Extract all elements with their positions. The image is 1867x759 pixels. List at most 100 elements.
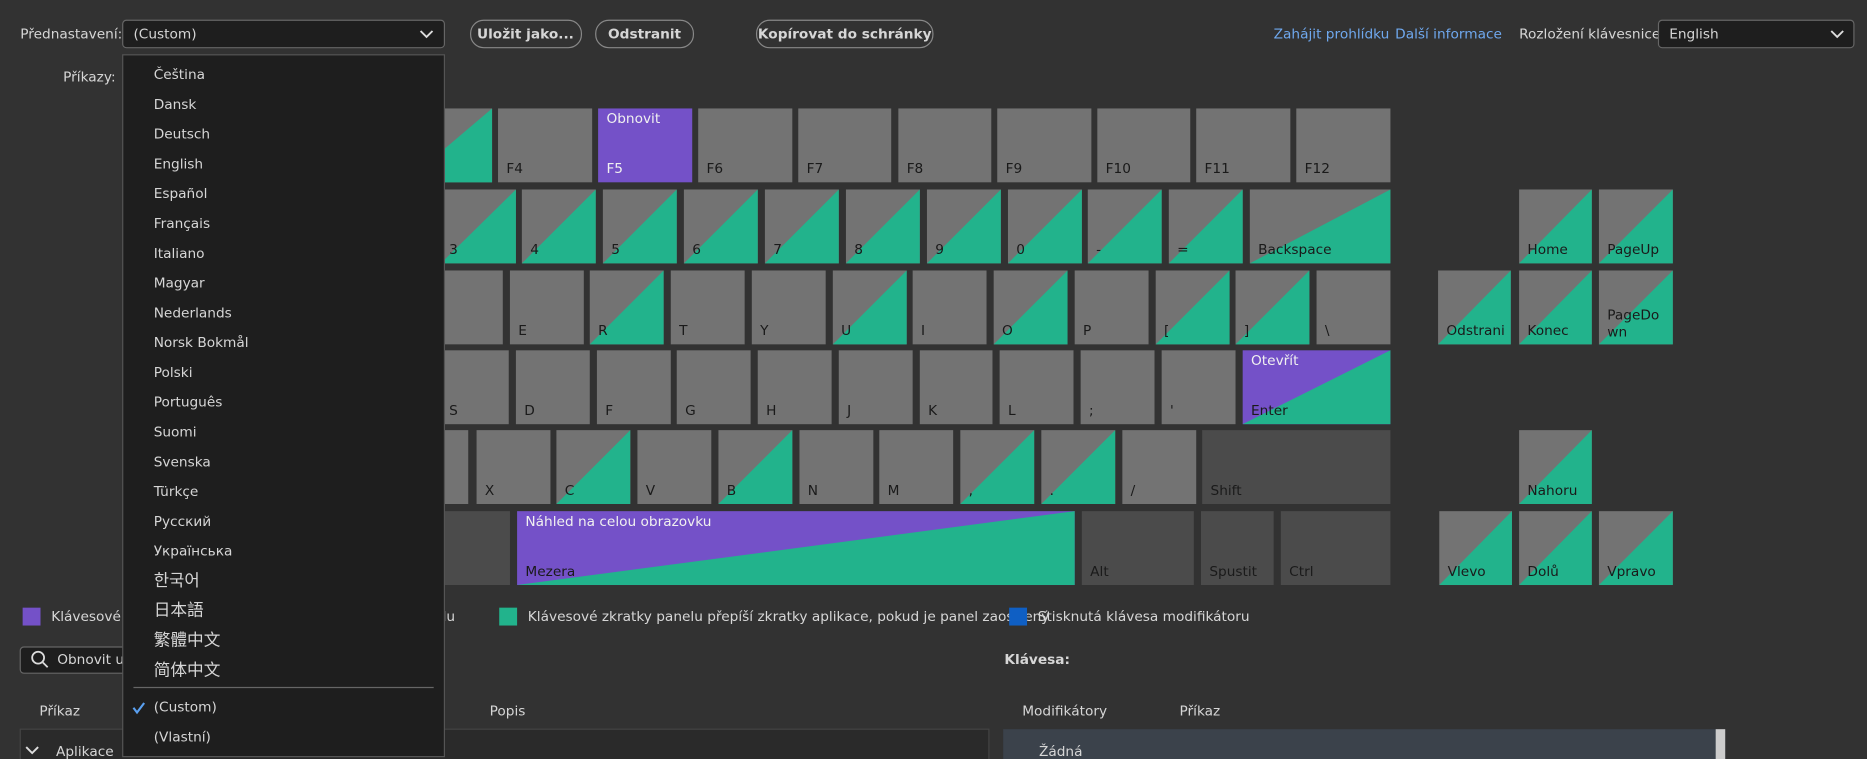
key[interactable] — [676, 350, 751, 425]
key[interactable] — [1296, 108, 1391, 183]
key[interactable] — [1122, 430, 1197, 505]
key-label-line: wn — [1607, 324, 1627, 340]
key-label: - — [1096, 242, 1101, 258]
dropdown-item[interactable]: Čeština — [154, 65, 205, 83]
dropdown-item[interactable]: Português — [154, 395, 223, 411]
dropdown-item[interactable]: Suomi — [154, 425, 197, 441]
key-label: 6 — [692, 242, 701, 258]
key[interactable] — [670, 270, 745, 345]
key-label: F4 — [506, 161, 523, 177]
dropdown-item[interactable]: 简体中文 — [154, 660, 221, 679]
key[interactable] — [440, 511, 510, 586]
key[interactable] — [598, 108, 693, 183]
dropdown-item[interactable]: Español — [154, 186, 208, 202]
key[interactable] — [1080, 350, 1155, 425]
key-panel-shade — [764, 189, 839, 264]
key[interactable] — [440, 350, 509, 425]
dropdown-item[interactable]: Українська — [154, 544, 233, 560]
key-label: B — [727, 483, 736, 499]
preset-select[interactable] — [122, 19, 446, 49]
key-label: 5 — [611, 242, 620, 258]
key[interactable] — [698, 108, 793, 183]
dropdown-item[interactable]: Polski — [154, 365, 193, 381]
key[interactable] — [1316, 270, 1391, 345]
key[interactable] — [509, 270, 584, 345]
key[interactable] — [1161, 350, 1236, 425]
key-panel-shade — [1519, 189, 1592, 264]
key[interactable] — [1074, 270, 1149, 345]
key-label: F9 — [1006, 161, 1023, 177]
dropdown-item[interactable]: Svenska — [154, 454, 211, 470]
modifier-row[interactable] — [1003, 729, 1726, 759]
dropdown-item[interactable]: Italiano — [154, 246, 205, 262]
key[interactable] — [757, 350, 832, 425]
key[interactable] — [440, 430, 469, 505]
key[interactable] — [919, 350, 993, 425]
dropdown-item[interactable]: Dansk — [154, 97, 197, 113]
search-icon — [42, 661, 49, 668]
delete-button[interactable] — [595, 19, 695, 49]
dropdown-item[interactable]: 日本語 — [154, 601, 204, 620]
info-link[interactable]: Další informace — [1395, 27, 1502, 43]
key-command: Otevřít — [1251, 353, 1299, 369]
key-label: F12 — [1305, 161, 1330, 177]
legend-label: Stisknutá klávesa modifikátoru — [1038, 609, 1250, 625]
key[interactable] — [912, 270, 987, 345]
key-label: C — [565, 483, 575, 499]
key[interactable] — [498, 108, 593, 183]
key-label: I — [921, 323, 925, 339]
key[interactable] — [999, 350, 1074, 425]
key[interactable] — [838, 350, 913, 425]
key-label: PageUp — [1607, 242, 1659, 258]
key-panel-shade — [683, 189, 758, 264]
save-button[interactable] — [470, 19, 583, 49]
key-label: Dolů — [1527, 564, 1558, 580]
dropdown-item[interactable]: Deutsch — [154, 127, 210, 143]
key-panel-shade — [1168, 189, 1243, 264]
dropdown-item[interactable]: (Custom) — [154, 700, 217, 716]
key[interactable] — [1200, 511, 1274, 586]
tour-link[interactable]: Zahájit prohlídku — [1274, 27, 1390, 43]
col-header: Příkaz — [1180, 703, 1221, 719]
layout-select[interactable] — [1657, 19, 1855, 49]
dropdown-item[interactable]: English — [154, 156, 203, 172]
dropdown-item[interactable]: 한국어 — [154, 571, 200, 590]
key-label: F5 — [606, 161, 623, 177]
key[interactable] — [798, 108, 892, 183]
key-panel-shade — [440, 189, 516, 264]
dropdown-item[interactable]: (Vlastní) — [154, 730, 211, 746]
key[interactable] — [1196, 108, 1291, 183]
key[interactable] — [1280, 511, 1391, 586]
key[interactable] — [476, 430, 551, 505]
dropdown-item[interactable]: Français — [154, 216, 210, 232]
dropdown-item[interactable]: Türkçe — [153, 484, 199, 500]
key[interactable] — [637, 430, 712, 505]
key[interactable] — [1097, 108, 1191, 183]
key-label: F — [605, 403, 613, 419]
key[interactable] — [997, 108, 1092, 183]
key[interactable] — [515, 350, 590, 425]
dropdown-item[interactable]: Norsk Bokmål — [154, 334, 249, 351]
key[interactable] — [596, 350, 671, 425]
key-label: R — [598, 323, 608, 339]
key[interactable] — [898, 108, 992, 183]
dropdown-item[interactable]: Nederlands — [154, 305, 232, 321]
delete-label: Odstranit — [608, 27, 682, 43]
key-label: M — [888, 483, 900, 499]
key[interactable] — [751, 270, 826, 345]
key-label: V — [646, 483, 656, 499]
copy-button[interactable] — [755, 19, 934, 49]
key-label: Alt — [1090, 564, 1109, 580]
key[interactable] — [440, 270, 503, 345]
dropdown-item[interactable]: Magyar — [154, 276, 205, 292]
key[interactable] — [1202, 430, 1391, 505]
dropdown-item[interactable]: Русский — [154, 514, 211, 530]
dropdown-panel — [122, 54, 446, 758]
key[interactable] — [799, 430, 874, 505]
dropdown-item[interactable]: 繁體中文 — [154, 631, 221, 650]
key[interactable] — [879, 430, 954, 505]
key-label: Odstrani — [1446, 323, 1504, 339]
key[interactable] — [1081, 511, 1194, 586]
